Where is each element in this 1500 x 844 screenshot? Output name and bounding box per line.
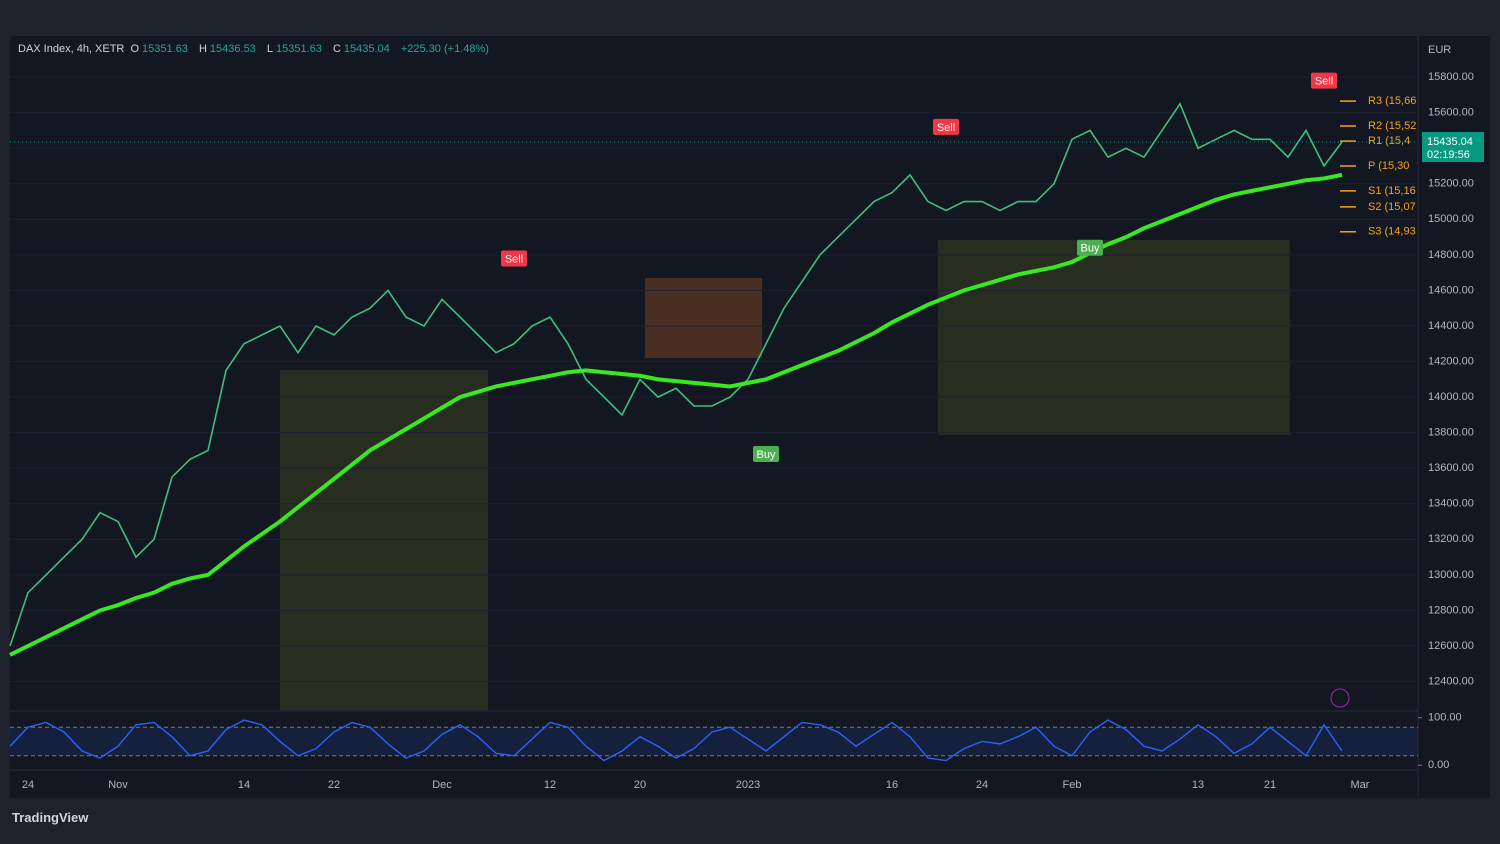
signal-label: Sell — [1315, 76, 1333, 88]
series-line — [9, 172, 1343, 657]
alert-icon[interactable] — [1330, 688, 1350, 708]
y-tick-label: 14400.00 — [1428, 320, 1474, 332]
pivot-label: S3 (14,93 — [1368, 226, 1416, 238]
y-tick-label: 12600.00 — [1428, 640, 1474, 652]
y-tick-label: 14600.00 — [1428, 284, 1474, 296]
signal-label: Buy — [757, 449, 776, 461]
last-price-label: 15435.04 — [1427, 136, 1473, 148]
ohlc-value: 15435.04 — [343, 43, 390, 55]
series-line — [9, 719, 1343, 762]
y-tick-label: 12400.00 — [1428, 675, 1474, 687]
x-tick-label: 12 — [544, 779, 556, 791]
x-tick-label: 21 — [1264, 779, 1276, 791]
zone — [938, 240, 1290, 435]
y-tick-label: 13600.00 — [1428, 462, 1474, 474]
x-tick-label: 14 — [238, 779, 250, 791]
ohlc-value: 15351.63 — [276, 43, 322, 55]
signal-badge — [753, 446, 779, 462]
symbol: DAX Index, 4h, XETR — [18, 43, 125, 55]
y-tick-label: 100.00 — [1428, 712, 1462, 724]
x-tick-label: Feb — [1063, 779, 1082, 791]
y-tick-label: 14200.00 — [1428, 355, 1474, 367]
y-tick-label: 15200.00 — [1428, 178, 1474, 190]
y-tick-label: 14800.00 — [1428, 249, 1474, 261]
y-tick-label: 13200.00 — [1428, 533, 1474, 545]
countdown-label: 02:19:56 — [1427, 149, 1470, 161]
x-tick-label: 16 — [886, 779, 898, 791]
x-tick-label: Mar — [1351, 779, 1370, 791]
y-tick-label: 13400.00 — [1428, 498, 1474, 510]
y-tick-label: 15600.00 — [1428, 107, 1474, 119]
brand[interactable]: TradingView — [12, 810, 89, 825]
y-tick-label: 0.00 — [1428, 759, 1449, 771]
y-tick-label: 15800.00 — [1428, 71, 1474, 83]
ohlc-key: O — [130, 43, 140, 55]
x-tick-label: 2023 — [736, 779, 760, 791]
x-tick-label: 24 — [976, 779, 988, 791]
signal-label: Sell — [505, 253, 523, 265]
x-tick-label: 13 — [1192, 779, 1204, 791]
x-tick-label: 22 — [328, 779, 340, 791]
y-tick-label: 14000.00 — [1428, 391, 1474, 403]
pivot-label: R2 (15,52 — [1368, 120, 1416, 132]
y-tick-label: 13800.00 — [1428, 427, 1474, 439]
ohlc-key: C — [332, 43, 341, 55]
signal-label: Buy — [1081, 243, 1100, 255]
signal-badge — [1077, 239, 1103, 256]
chart-background — [10, 36, 1490, 798]
signal-label: Sell — [937, 122, 955, 134]
zone — [645, 278, 762, 358]
ohlc-value: 15436.53 — [209, 43, 256, 55]
series-line — [9, 102, 1343, 647]
y-tick-label: 13000.00 — [1428, 569, 1474, 581]
signal-badge — [933, 118, 959, 135]
x-tick-label: Nov — [108, 779, 128, 791]
y-tick-label: 15000.00 — [1428, 213, 1474, 225]
ohlc-key: H — [198, 43, 207, 55]
ohlc-value: 15351.63 — [142, 43, 188, 55]
last-price-tag — [1422, 131, 1484, 162]
pivot-label: R3 (15,66 — [1368, 95, 1416, 107]
ohlc-key: L — [266, 43, 273, 55]
y-tick-label: 12800.00 — [1428, 604, 1474, 616]
signal-badge — [1311, 72, 1337, 89]
pivot-label: S1 (15,16 — [1368, 185, 1416, 197]
x-tick-label: 20 — [634, 779, 646, 791]
zone — [280, 370, 488, 710]
x-tick-label: Dec — [432, 779, 452, 791]
signal-badge — [501, 250, 527, 267]
pivot-label: S2 (15,07 — [1368, 201, 1416, 213]
currency-label: EUR — [1428, 44, 1451, 56]
legend-header: DAX Index, 4h, XETR O 15351.63 H 15436.53 … — [18, 43, 497, 55]
pivot-label: P (15,30 — [1368, 160, 1409, 172]
x-tick-label: 24 — [22, 779, 34, 791]
change: +225.30 (+1.48%) — [400, 43, 489, 55]
pivot-label: R1 (15,4 — [1368, 135, 1410, 147]
